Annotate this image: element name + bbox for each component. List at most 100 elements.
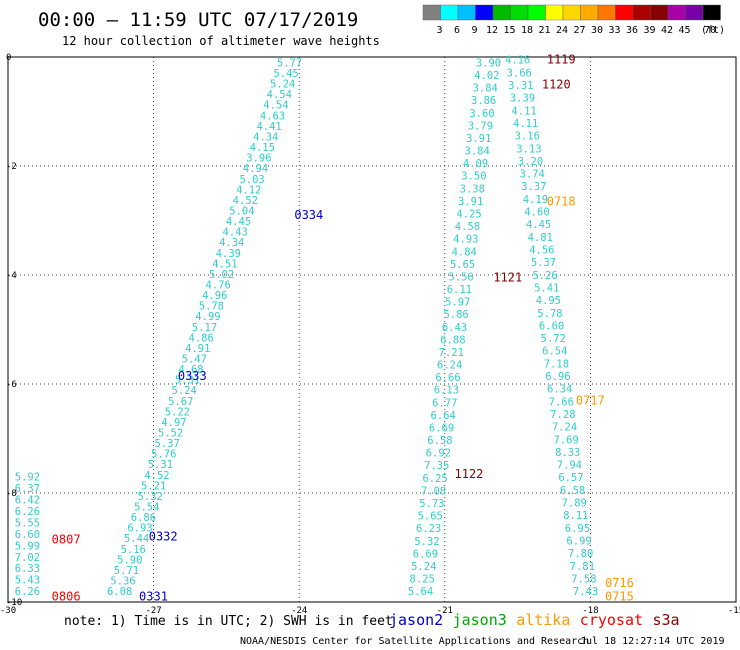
wave-height-value: 5.97 bbox=[445, 297, 470, 309]
colorbar-tick-label: 3 bbox=[436, 25, 442, 36]
pass-label: 1120 bbox=[542, 77, 571, 91]
wave-height-value: 6.88 bbox=[440, 334, 465, 346]
colorbar-swatch bbox=[562, 4, 581, 21]
wave-height-value: 6.69 bbox=[429, 422, 454, 434]
wave-height-value: 4.63 bbox=[260, 110, 285, 122]
wave-height-value: 7.21 bbox=[439, 347, 464, 359]
wave-height-value: 6.11 bbox=[447, 284, 472, 296]
wave-height-value: 3.66 bbox=[507, 67, 532, 79]
colorbar-swatch bbox=[440, 4, 459, 21]
colorbar-tick-label: 18 bbox=[521, 25, 533, 36]
colorbar-tick-label: 45 bbox=[678, 25, 690, 36]
colorbar-swatch bbox=[422, 4, 441, 21]
wave-height-value: 4.93 bbox=[453, 234, 478, 246]
wave-height-value: 5.43 bbox=[15, 575, 40, 587]
page-title: 00:00 – 11:59 UTC 07/17/2019 bbox=[38, 9, 358, 31]
wave-height-value: 7.81 bbox=[570, 561, 595, 573]
wave-height-value: 7.80 bbox=[568, 548, 593, 560]
pass-label: 0334 bbox=[294, 208, 323, 222]
colorbar-tick-label: 6 bbox=[454, 25, 460, 36]
y-tick-label: -2 bbox=[6, 162, 17, 172]
wave-height-value: 4.95 bbox=[536, 295, 561, 307]
wave-height-value: 5.16 bbox=[121, 544, 146, 556]
wave-height-value: 4.86 bbox=[189, 332, 214, 344]
wave-height-value: 5.47 bbox=[182, 353, 207, 365]
wave-height-value: 4.52 bbox=[233, 195, 258, 207]
colorbar-tick-label: 30 bbox=[591, 25, 603, 36]
wave-height-value: 6.96 bbox=[545, 371, 570, 383]
colorbar-swatch bbox=[685, 4, 704, 21]
wave-height-value: 6.25 bbox=[422, 473, 447, 485]
colorbar-tick-label: 39 bbox=[643, 25, 655, 36]
wave-height-value: 7.28 bbox=[550, 409, 575, 421]
wave-height-value: 5.64 bbox=[408, 586, 433, 598]
wave-height-value: 8.11 bbox=[563, 510, 588, 522]
wave-height-value: 4.41 bbox=[256, 121, 281, 133]
wave-height-value: 4.94 bbox=[243, 163, 268, 175]
colorbar-swatch bbox=[580, 4, 599, 21]
wave-height-value: 4.45 bbox=[226, 216, 251, 228]
satellite-legend: jason2 jason3 altika cryosat s3a bbox=[389, 611, 680, 629]
track: 5.926.376.426.265.556.605.997.026.335.43… bbox=[15, 472, 40, 598]
legend-entry: s3a bbox=[653, 611, 680, 629]
wave-height-value: 6.24 bbox=[437, 360, 462, 372]
colorbar-swatch bbox=[510, 4, 529, 21]
wave-height-value: 5.32 bbox=[414, 536, 439, 548]
colorbar-tick-label: 12 bbox=[486, 25, 498, 36]
track: 5.775.455.244.544.544.634.414.344.153.96… bbox=[107, 57, 302, 598]
wave-height-value: 4.11 bbox=[513, 118, 538, 130]
wave-height-value: 5.90 bbox=[117, 554, 142, 566]
wave-height-value: 6.77 bbox=[432, 397, 457, 409]
wave-height-value: 4.09 bbox=[463, 158, 488, 170]
wave-height-value: 4.51 bbox=[212, 258, 237, 270]
wave-height-value: 6.66 bbox=[435, 372, 460, 384]
footer-credit: NOAA/NESDIS Center for Satellite Applica… bbox=[240, 636, 589, 647]
wave-height-value: 3.13 bbox=[516, 143, 541, 155]
pass-labels: 0334 0333 0332 0331 0807 0806 1119 1120 1121 1122… bbox=[52, 53, 634, 604]
wave-height-value: 3.31 bbox=[508, 80, 533, 92]
wave-height-value: 4.43 bbox=[222, 227, 247, 239]
wave-height-value: 4.58 bbox=[455, 221, 480, 233]
wave-height-value: 6.43 bbox=[442, 322, 467, 334]
wave-height-value: 5.77 bbox=[277, 57, 302, 69]
wave-height-value: 6.33 bbox=[15, 563, 40, 575]
wave-height-value: 4.52 bbox=[144, 470, 169, 482]
wave-height-value: 6.54 bbox=[542, 346, 567, 358]
wave-height-value: 4.96 bbox=[202, 290, 227, 302]
wave-height-value: 6.37 bbox=[15, 483, 40, 495]
wave-height-value: 4.34 bbox=[219, 237, 244, 249]
x-tick-label: -15 bbox=[728, 606, 740, 616]
wave-height-value: 7.69 bbox=[553, 434, 578, 446]
wave-height-value: 5.86 bbox=[443, 309, 468, 321]
legend-entry: jason3 bbox=[453, 611, 507, 629]
colorbar: 3 6 9 12 15 18 21 24 27 30 33 36 39 42 45 70 bbox=[422, 4, 721, 36]
wave-height-value: 3.38 bbox=[460, 183, 485, 195]
colorbar-swatch bbox=[597, 4, 616, 21]
wave-height-value: 5.37 bbox=[155, 438, 180, 450]
x-tick-label: -27 bbox=[145, 606, 161, 616]
x-tick-label: -30 bbox=[0, 606, 16, 616]
wave-height-value: 5.67 bbox=[168, 396, 193, 408]
wave-height-value: 5.41 bbox=[534, 282, 559, 294]
footer-note: note: 1) Time is in UTC; 2) SWH is in fe… bbox=[64, 614, 393, 629]
pass-label: 0807 bbox=[52, 532, 81, 546]
wave-height-value: 4.11 bbox=[511, 105, 536, 117]
wave-height-value: 3.90 bbox=[476, 57, 501, 69]
wave-height-value: 5.92 bbox=[15, 472, 40, 484]
wave-height-value: 4.19 bbox=[523, 194, 548, 206]
colorbar-swatch bbox=[632, 4, 651, 21]
wave-height-value: 6.69 bbox=[413, 548, 438, 560]
wave-height-value: 7.43 bbox=[573, 586, 598, 598]
colorbar-swatch bbox=[475, 4, 494, 21]
pass-label: 1119 bbox=[547, 53, 576, 67]
y-tick-label: -6 bbox=[6, 380, 17, 390]
wave-height-value: 5.22 bbox=[165, 406, 190, 418]
wave-height-value: 5.72 bbox=[541, 333, 566, 345]
wave-height-value: 5.24 bbox=[411, 561, 436, 573]
wave-height-value: 5.55 bbox=[15, 517, 40, 529]
wave-height-value: 5.32 bbox=[138, 491, 163, 503]
wave-height-value: 5.04 bbox=[229, 205, 254, 217]
grid bbox=[8, 57, 736, 602]
axes: -30 -27 -24 -21 -18 -15 0 -2 -4 -6 -8 -10 bbox=[0, 53, 740, 616]
